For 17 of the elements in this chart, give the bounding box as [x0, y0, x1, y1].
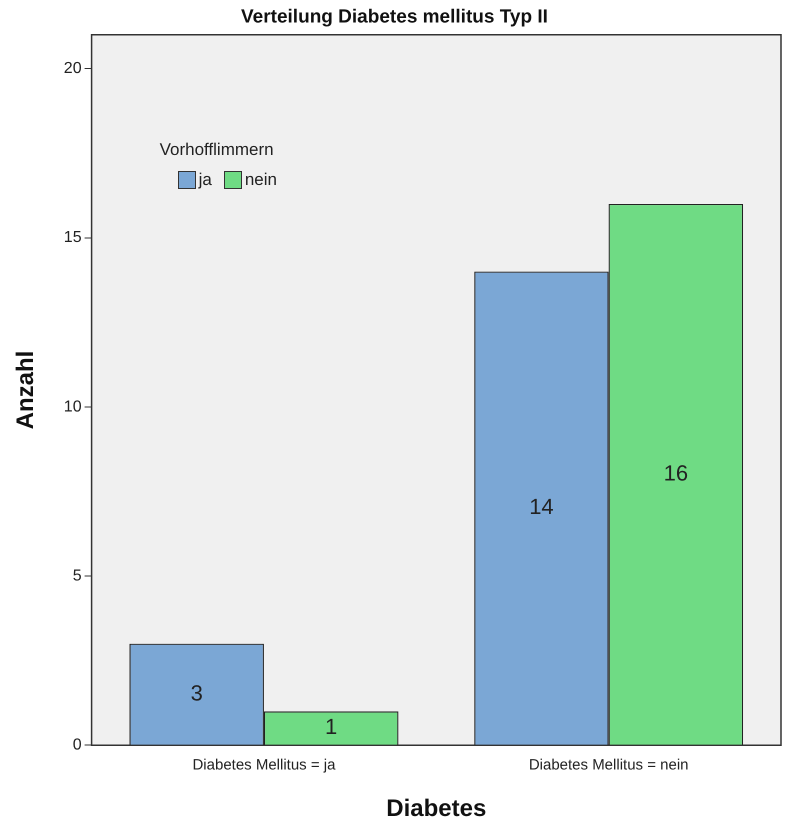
data-label: 1: [325, 714, 338, 740]
data-label: 16: [664, 460, 688, 486]
y-tick-label: 10: [64, 398, 82, 416]
y-tick-label: 0: [72, 736, 82, 754]
y-axis-title: Anzahl: [12, 350, 40, 430]
chart-title: Verteilung Diabetes mellitus Typ II: [241, 6, 548, 28]
data-label: 3: [190, 680, 203, 706]
x-tick-label: Diabetes Mellitus = nein: [528, 756, 688, 774]
x-tick-label: Diabetes Mellitus = ja: [192, 756, 336, 774]
y-tick-label: 20: [64, 60, 82, 78]
data-label: 14: [529, 494, 554, 520]
legend-label: nein: [244, 170, 277, 190]
y-tick-label: 15: [64, 229, 82, 246]
x-axis-title: Diabetes: [386, 795, 486, 822]
legend-label: ja: [198, 170, 212, 190]
legend-title: Vorhofflimmern: [160, 140, 275, 160]
y-tick-label: 5: [72, 567, 82, 584]
